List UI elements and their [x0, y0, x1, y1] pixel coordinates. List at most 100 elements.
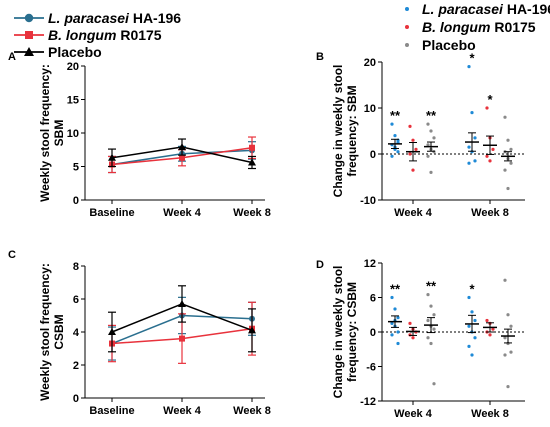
- legend-right-item-pl: Placebo: [405, 37, 476, 53]
- panel-d-pl-data-point: [503, 353, 507, 357]
- panel-d-pl-data-point: [509, 324, 513, 328]
- panel-a-series-bl-marker: [179, 154, 185, 161]
- panel-d-xtick-label: Week 8: [471, 408, 509, 420]
- panel-d-pl-data-point: [506, 313, 510, 317]
- panel-d: -12 -6 0 6 12 Week 4 Week 8 Change in weekly st…: [316, 258, 525, 420]
- panel-b-bl-data-point: [488, 159, 492, 163]
- panel-d-pl-data-point: [429, 341, 433, 346]
- panel-c-xtick-label: Baseline: [89, 405, 134, 417]
- legend-left-species-lp: L. paracasei: [48, 10, 130, 26]
- panel-b-bl-data-point: [408, 124, 412, 128]
- panel-b-lp-significance: *: [469, 51, 475, 66]
- panel-b-lp-data-point: [396, 150, 400, 154]
- panel-c-ytick-label: 8: [73, 261, 79, 273]
- panel-b-pl-data-point: [509, 161, 513, 165]
- panel-d-pl-data-point: [426, 318, 430, 323]
- panel-b-pl-data-point: [429, 129, 433, 133]
- panel-b-pl-data-point: [506, 186, 510, 191]
- panel-b-lp-data-point: [467, 161, 471, 165]
- legend-left-item-lp: L. paracasei HA-196: [14, 10, 181, 26]
- panel-d-lp-data-point: [390, 321, 394, 325]
- panel-c-ytick-label: 4: [73, 327, 80, 339]
- panel-b-lp-data-point: [473, 159, 477, 163]
- legend-left-item-bl: B. longum R0175: [14, 27, 162, 43]
- panel-b-ytick-label: 10: [364, 103, 376, 115]
- panel-b-pl-data-point: [509, 147, 513, 151]
- panel-d-pl-data-point: [509, 350, 513, 354]
- panel-b-y-axis-label: Change in weekly stoolfrequency: SBM: [331, 65, 359, 198]
- panel-b-bl-data-point: [414, 147, 418, 151]
- panel-a-ytick-label: 5: [73, 162, 79, 174]
- svg-text:L. paracasei HA-196: L. paracasei HA-196: [422, 1, 550, 17]
- legend-left-label-pl: Placebo: [48, 44, 102, 60]
- panel-b-bl-data-point: [411, 138, 415, 142]
- panel-c-series-pl-marker: [178, 299, 186, 307]
- panel-d-lp-data-point: [396, 316, 400, 320]
- panel-b-pl-data-point: [503, 115, 507, 119]
- panel-d-lp-data-point: [473, 336, 477, 340]
- panel-b-bl-data-point: [485, 154, 489, 158]
- panel-c-xtick-label: Week 8: [233, 405, 271, 417]
- panel-a-ytick-label: 10: [67, 128, 79, 140]
- panel-d-lp-data-point: [473, 318, 477, 323]
- panel-b-lp-data-point: [470, 111, 474, 115]
- panel-d-ytick-label: -6: [366, 362, 376, 374]
- legend-right-species-lp: L. paracasei: [422, 1, 504, 17]
- panel-d-bl-data-point: [408, 321, 412, 325]
- panel-b: -10 0 10 20 Week 4 Week 8 Change in weekly sto…: [316, 51, 525, 219]
- panel-b-pl-data-point: [432, 136, 436, 140]
- legend-right-strain-lp: HA-196: [503, 1, 550, 17]
- panel-d-pl-data-point: [503, 336, 507, 340]
- panel-d-lp-significance: **: [390, 282, 401, 297]
- legend-left-strain-bl: R0175: [116, 27, 161, 43]
- panel-b-pl-data-point: [426, 154, 430, 158]
- panel-d-ytick-label: -12: [360, 396, 376, 408]
- panel-d-lp-data-point: [470, 353, 474, 357]
- panel-b-bl-significance: *: [487, 92, 493, 107]
- panel-a-y-axis-label: Weekly stool frequency:SBM: [38, 64, 66, 202]
- panel-b-pl-data-point: [503, 168, 507, 172]
- panel-d-lp-data-point: [467, 324, 471, 328]
- panel-b-lp-data-point: [390, 122, 394, 126]
- panel-b-xtick-label: Week 8: [471, 207, 509, 219]
- panel-b-lp-data-point: [467, 145, 471, 149]
- svg-text:B. longum R0175: B. longum R0175: [48, 27, 162, 43]
- panel-d-lp-data-point: [470, 310, 474, 314]
- panel-b-ytick-label: 20: [364, 57, 376, 69]
- legend-left-item-pl: Placebo: [14, 44, 102, 60]
- panel-c-panel-letter: C: [8, 249, 16, 261]
- legend-right-strain-bl: R0175: [490, 19, 535, 35]
- panel-c-y-axis-label: Weekly stool frequency:CSBM: [38, 263, 66, 401]
- panel-d-ytick-label: 0: [370, 327, 376, 339]
- panel-d-lp-data-point: [396, 330, 400, 334]
- legend-right-species-bl: B. longum: [422, 19, 490, 35]
- panel-d-lp-data-point: [393, 307, 397, 311]
- panel-a-series-pl-marker: [178, 143, 186, 151]
- panel-b-lp-data-point: [467, 65, 471, 69]
- panel-d-pl-data-point: [432, 313, 436, 317]
- panel-a: 0 5 10 15 20 Baseline Week 4 Week 8 Weekly stool…: [8, 51, 271, 219]
- panel-b-bl-data-point: [411, 168, 415, 172]
- legend-left-species-bl: B. longum: [48, 27, 116, 43]
- panel-b-pl-data-point: [426, 122, 430, 126]
- panel-d-pl-data-point: [426, 293, 430, 297]
- panel-a-series-pl-marker: [108, 153, 116, 161]
- panel-b-lp-significance: **: [390, 108, 401, 123]
- panel-c-ytick-label: 6: [73, 294, 79, 306]
- panel-d-bl-data-point: [411, 336, 415, 340]
- panel-d-lp-data-point: [390, 333, 394, 337]
- panel-d-pl-data-point: [503, 278, 507, 282]
- panel-d-bl-data-point: [408, 333, 412, 337]
- svg-text:B. longum R0175: B. longum R0175: [422, 19, 536, 35]
- panel-d-pl-data-point: [432, 327, 436, 331]
- panel-b-xtick-label: Week 4: [394, 207, 433, 219]
- legend-right-item-lp: L. paracasei HA-196: [405, 1, 550, 17]
- panel-a-xtick-label: Week 4: [163, 207, 202, 219]
- panel-d-xtick-label: Week 4: [394, 408, 433, 420]
- panel-d-ytick-label: 6: [370, 293, 376, 305]
- panel-b-lp-data-point: [473, 136, 477, 140]
- panel-d-pl-data-point: [506, 385, 510, 389]
- panel-b-pl-data-point: [429, 170, 433, 174]
- panel-c-ytick-label: 2: [73, 360, 79, 372]
